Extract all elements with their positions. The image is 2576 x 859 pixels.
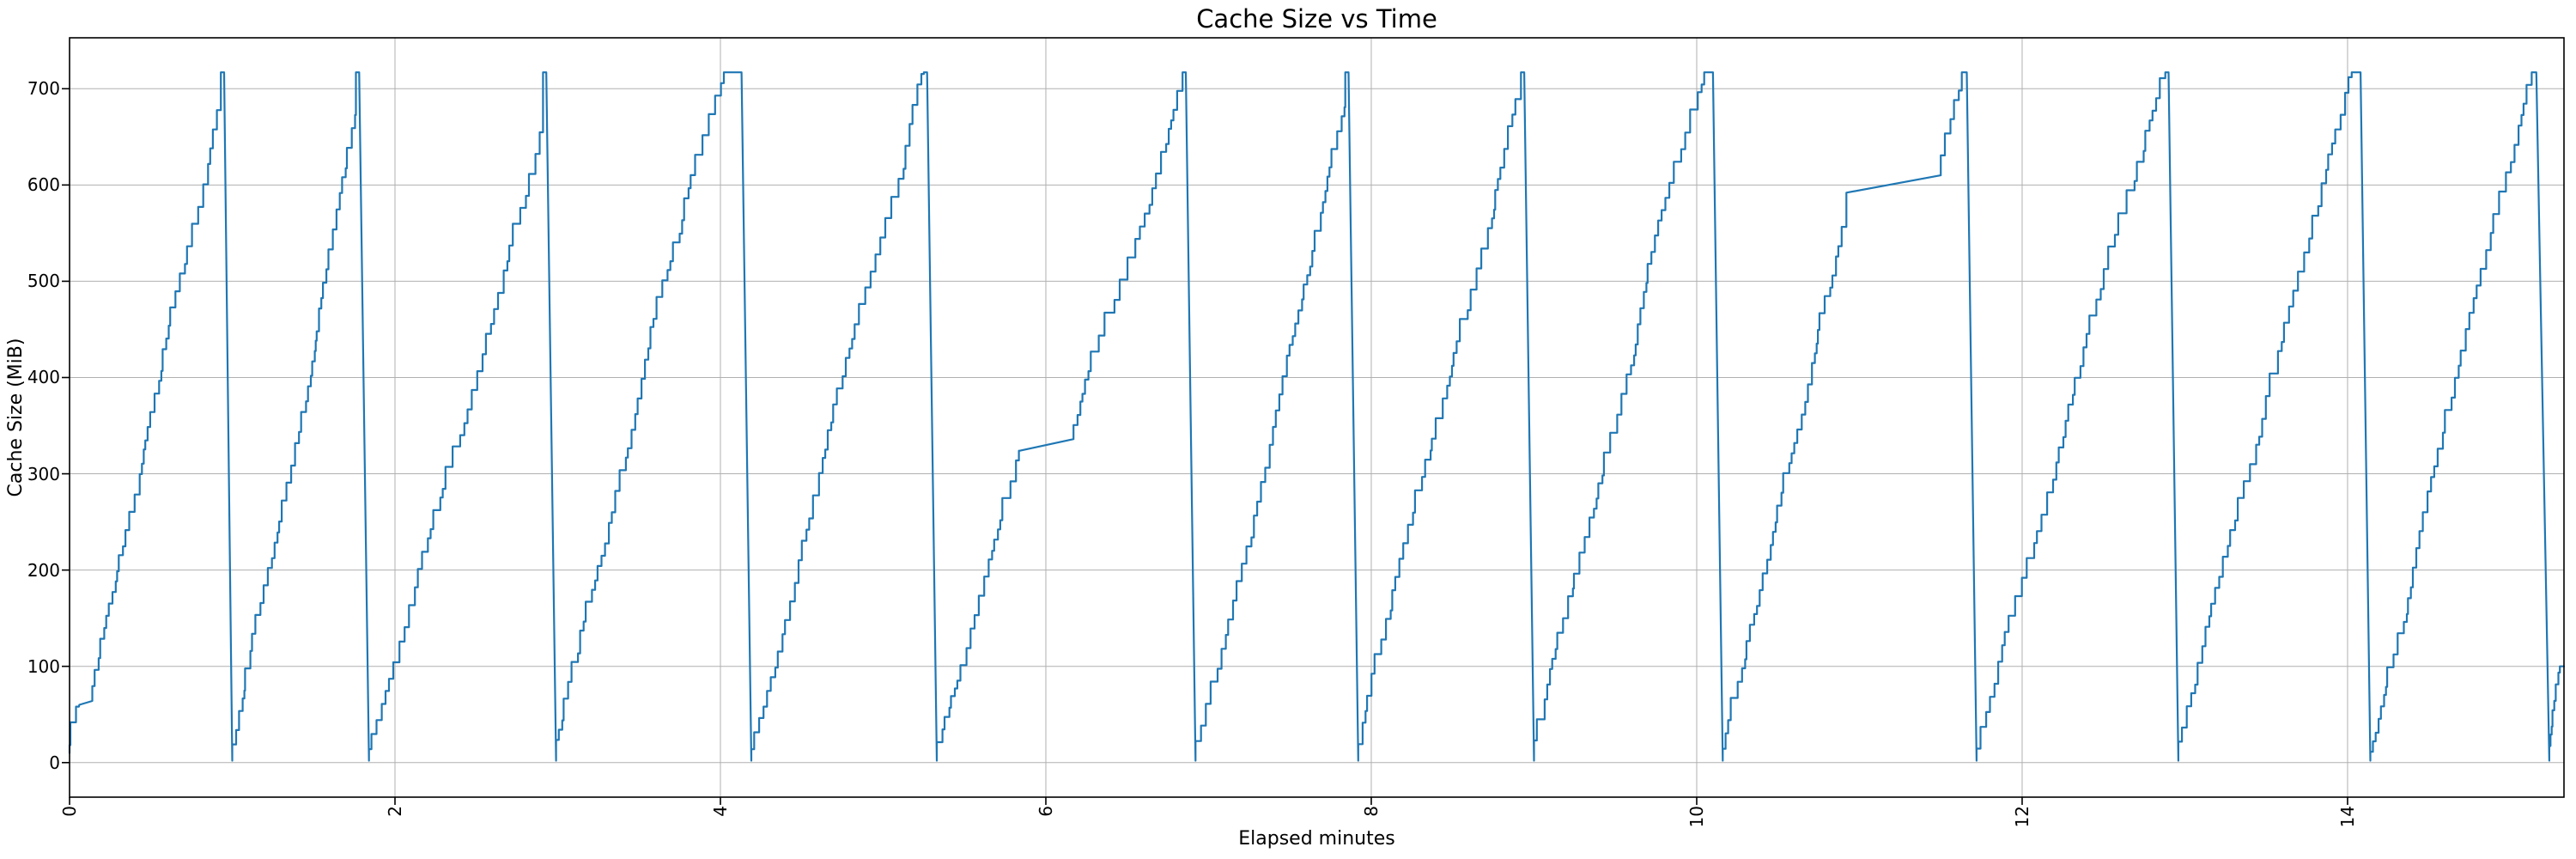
y-tick-label: 100	[27, 655, 60, 677]
x-tick-label: 2	[384, 806, 405, 817]
x-tick-label: 8	[1360, 806, 1382, 817]
axes-spines	[69, 37, 2565, 798]
x-tick-label: 14	[2336, 806, 2358, 828]
y-tick-label: 200	[27, 559, 60, 581]
x-tick-label: 12	[2011, 806, 2032, 828]
x-tick-label: 0	[59, 806, 80, 817]
x-axis-label: Elapsed minutes	[1238, 828, 1395, 850]
x-tick-label: 4	[709, 806, 731, 817]
y-tick-label: 700	[27, 78, 60, 100]
cache-size-line	[68, 71, 2566, 762]
y-tick-label: 600	[27, 174, 60, 196]
y-tick-label: 0	[49, 752, 60, 773]
y-tick-label: 300	[27, 463, 60, 484]
y-tick-label: 500	[27, 271, 60, 292]
y-tick-label: 400	[27, 367, 60, 388]
chart-title: Cache Size vs Time	[1196, 4, 1437, 34]
x-tick-label: 10	[1686, 806, 1707, 828]
x-tick-label: 6	[1035, 806, 1056, 817]
